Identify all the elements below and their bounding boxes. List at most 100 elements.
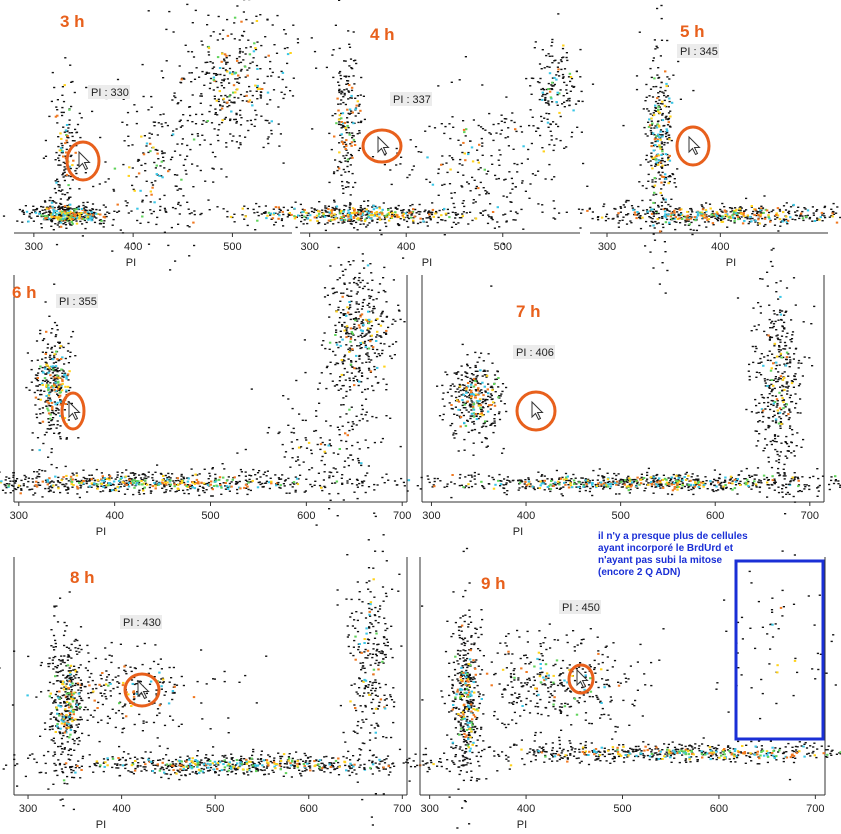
data-point	[61, 193, 64, 195]
data-point	[447, 212, 450, 214]
data-point	[163, 484, 166, 486]
data-point	[334, 159, 337, 161]
data-point	[358, 367, 361, 370]
data-point	[149, 201, 152, 203]
data-point	[284, 33, 287, 35]
x-tick-label: 500	[494, 241, 512, 253]
data-point	[350, 155, 353, 157]
data-point	[377, 353, 380, 355]
data-point	[354, 59, 357, 61]
data-point	[287, 424, 290, 426]
data-point	[259, 14, 262, 16]
data-point	[343, 282, 346, 284]
data-point	[176, 143, 179, 145]
data-point	[123, 485, 126, 487]
data-point	[179, 204, 182, 207]
data-point	[659, 55, 662, 57]
data-point	[653, 144, 656, 147]
density-point	[75, 222, 79, 225]
density-point	[357, 324, 361, 327]
data-point	[349, 202, 352, 204]
data-point	[674, 228, 677, 231]
data-point	[647, 161, 650, 163]
data-point	[62, 223, 65, 225]
density-point	[340, 121, 343, 123]
data-point	[340, 90, 343, 92]
data-point	[455, 214, 458, 216]
data-point	[331, 114, 334, 117]
data-point	[259, 91, 262, 93]
density-point	[117, 480, 121, 482]
density-point	[664, 178, 667, 181]
data-point	[225, 146, 228, 148]
data-point	[43, 390, 46, 392]
data-point	[37, 484, 40, 486]
density-point	[327, 219, 331, 222]
data-point	[581, 481, 584, 484]
data-point	[389, 169, 392, 171]
density-point	[370, 320, 373, 323]
data-point	[4, 492, 7, 494]
density-point	[128, 481, 131, 484]
density-point	[156, 152, 159, 155]
data-point	[443, 486, 446, 488]
data-point	[177, 203, 180, 205]
data-point	[338, 88, 341, 91]
data-point	[264, 211, 267, 213]
data-point	[219, 73, 222, 76]
data-point	[340, 93, 343, 95]
data-point	[171, 473, 174, 475]
data-point	[213, 479, 217, 482]
density-point	[746, 214, 749, 217]
data-point	[645, 220, 648, 223]
data-point	[283, 456, 286, 458]
data-point	[205, 489, 208, 491]
density-point	[256, 68, 259, 70]
data-point	[491, 476, 494, 479]
data-point	[579, 487, 582, 490]
data-point	[69, 167, 72, 170]
data-point	[420, 151, 423, 153]
data-point	[74, 170, 77, 172]
data-point	[635, 75, 639, 77]
data-point	[630, 205, 634, 207]
density-point	[449, 168, 452, 171]
data-point	[247, 129, 250, 132]
density-point	[65, 139, 68, 142]
data-point	[112, 218, 115, 221]
data-point	[291, 447, 294, 450]
x-tick-label: 500	[223, 241, 241, 253]
data-point	[384, 222, 387, 224]
data-point	[656, 102, 659, 105]
density-point	[162, 475, 165, 477]
data-point	[76, 214, 79, 216]
density-point	[252, 50, 256, 53]
data-point	[229, 119, 232, 122]
data-point	[416, 222, 420, 225]
data-point	[349, 203, 352, 205]
data-point	[12, 485, 15, 487]
data-point	[332, 475, 335, 477]
data-point	[278, 145, 281, 147]
density-point	[125, 484, 128, 486]
data-point	[657, 206, 660, 208]
density-point	[370, 334, 373, 337]
data-point	[338, 160, 341, 163]
density-point	[381, 208, 384, 211]
data-point	[328, 132, 331, 135]
data-point	[565, 100, 568, 102]
data-point	[759, 212, 762, 214]
data-point	[552, 200, 555, 202]
data-point	[347, 348, 350, 351]
pi-readout: PI : 330	[88, 85, 130, 99]
data-point	[321, 209, 324, 211]
data-point	[606, 472, 609, 474]
data-point	[756, 212, 759, 214]
density-point	[49, 417, 52, 420]
data-point	[343, 204, 346, 207]
data-point	[221, 463, 224, 465]
data-point	[331, 206, 334, 209]
data-point	[384, 332, 388, 334]
data-point	[80, 117, 83, 119]
data-point	[411, 169, 414, 171]
